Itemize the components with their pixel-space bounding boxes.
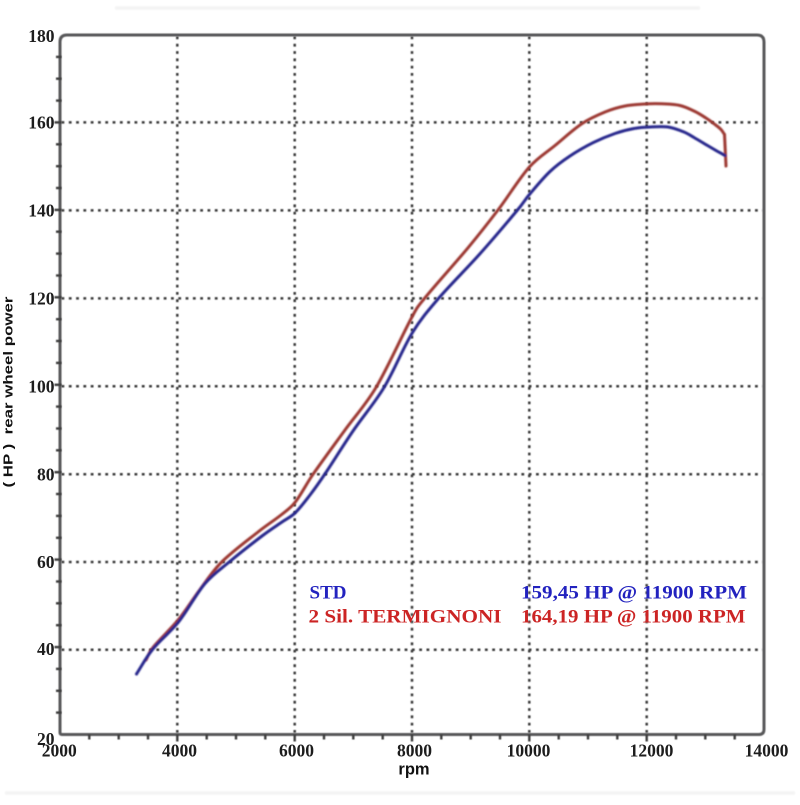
svg-text:60: 60 <box>37 552 55 572</box>
svg-text:2000: 2000 <box>42 741 77 761</box>
svg-text:160: 160 <box>28 113 55 133</box>
svg-text:120: 120 <box>28 289 55 309</box>
svg-text:4000: 4000 <box>162 741 197 761</box>
svg-text:140: 140 <box>28 201 55 221</box>
svg-text:10000: 10000 <box>507 741 551 761</box>
svg-text:80: 80 <box>37 464 55 484</box>
svg-text:180: 180 <box>28 26 55 46</box>
svg-text:STD: STD <box>310 583 347 604</box>
svg-text:20: 20 <box>37 729 55 749</box>
svg-text:6000: 6000 <box>279 741 314 761</box>
svg-text:( HP ) rear wheel power: ( HP ) rear wheel power <box>2 296 16 487</box>
svg-text:164,19 HP @ 11900 RPM: 164,19 HP @ 11900 RPM <box>521 607 746 628</box>
svg-text:2 Sil. TERMIGNONI: 2 Sil. TERMIGNONI <box>309 607 502 628</box>
svg-text:40: 40 <box>37 639 55 659</box>
svg-text:159,45 HP @ 11900 RPM: 159,45 HP @ 11900 RPM <box>521 583 747 604</box>
svg-text:14000: 14000 <box>745 741 789 761</box>
svg-text:8000: 8000 <box>397 741 432 761</box>
svg-text:100: 100 <box>28 376 55 396</box>
svg-text:12000: 12000 <box>630 741 674 761</box>
svg-text:rpm: rpm <box>398 761 429 779</box>
